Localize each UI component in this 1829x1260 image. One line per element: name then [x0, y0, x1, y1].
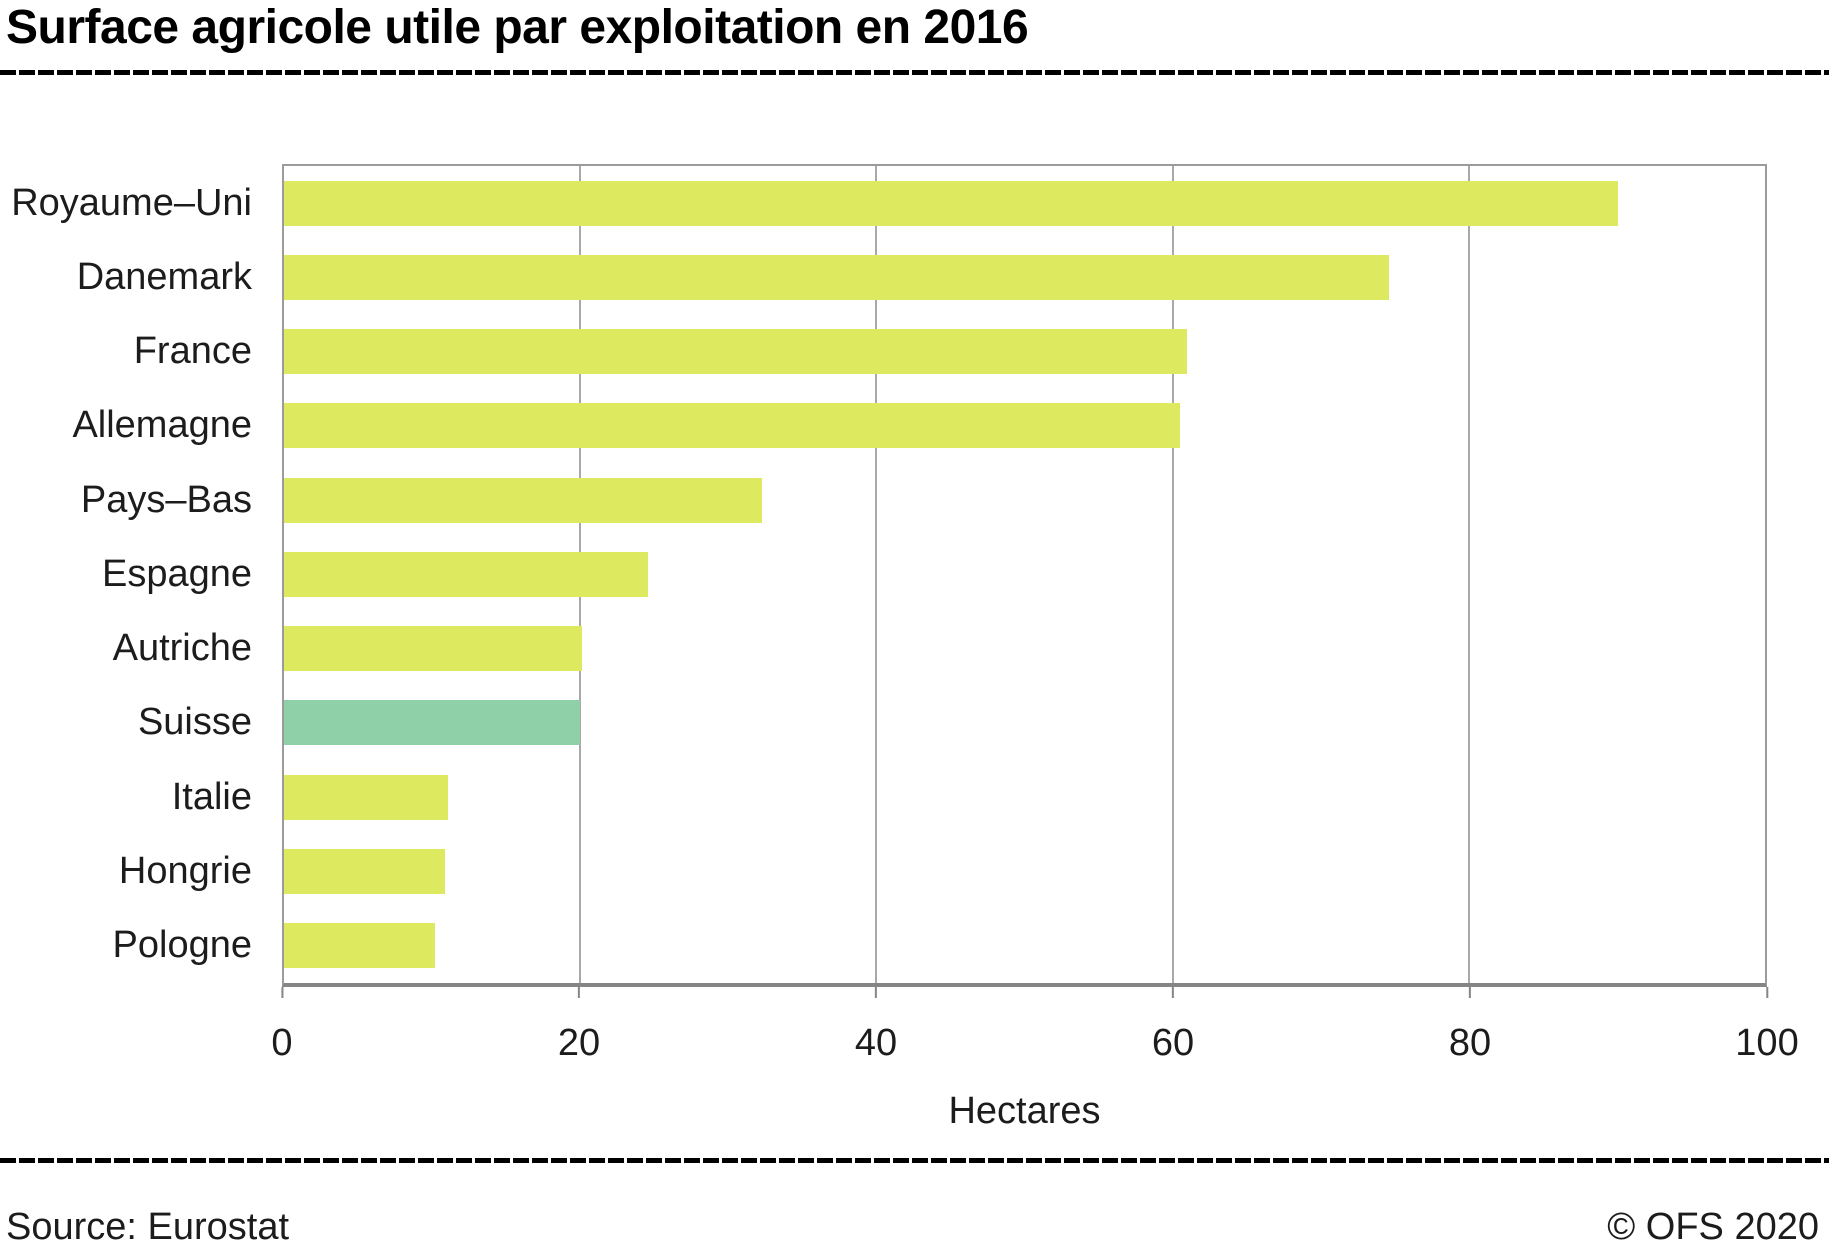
- bar-pays-bas: [284, 477, 763, 523]
- x-tick-20: 20: [558, 987, 600, 1065]
- bar-danemark: [284, 254, 1389, 300]
- bar-row-france: [284, 315, 1765, 389]
- x-tick-80: 80: [1449, 987, 1491, 1065]
- category-label-france: France: [133, 330, 252, 373]
- copyright-text: © OFS 2020: [1607, 1206, 1819, 1248]
- gridline-40: [875, 166, 878, 983]
- category-label-hongrie: Hongrie: [118, 850, 252, 893]
- category-label-pays-bas: Pays–Bas: [80, 478, 252, 521]
- bar-allemagne: [284, 403, 1180, 449]
- category-label-italie: Italie: [171, 775, 252, 818]
- bar-row-allemagne: [284, 389, 1765, 463]
- source-text: Source: Eurostat: [6, 1206, 290, 1248]
- bar-espagne: [284, 551, 649, 597]
- plot-area: [282, 164, 1767, 987]
- bottom-dashed-rule: [0, 1158, 1829, 1163]
- x-tick-label-20: 20: [557, 1022, 601, 1064]
- category-label-danemark: Danemark: [76, 255, 252, 298]
- x-tick-mark-60: [1172, 987, 1174, 998]
- x-tick-label-40: 40: [854, 1022, 898, 1064]
- x-tick-100: 100: [1735, 987, 1799, 1065]
- x-tick-mark-80: [1469, 987, 1471, 998]
- bar-suisse: [284, 700, 581, 746]
- bar-row-autriche: [284, 612, 1765, 686]
- bar-hongrie: [284, 849, 446, 895]
- bar-pologne: [284, 923, 436, 969]
- x-tick-60: 60: [1152, 987, 1194, 1065]
- bars-layer: [284, 166, 1765, 983]
- x-tick-label-100: 100: [1735, 1022, 1799, 1064]
- gridline-60: [1171, 166, 1174, 983]
- x-tick-40: 40: [855, 987, 897, 1065]
- x-axis-ticks: 0 20 40 60 80 100: [271, 987, 1799, 1067]
- top-dashed-rule: [0, 70, 1829, 75]
- bar-row-italie: [284, 760, 1765, 834]
- bar-row-pologne: [284, 909, 1765, 983]
- category-label-espagne: Espagne: [101, 552, 252, 595]
- category-label-suisse: Suisse: [137, 701, 252, 744]
- x-tick-mark-0: [280, 987, 283, 998]
- bar-row-royaume-uni: [284, 166, 1765, 240]
- x-axis-title: Hectares: [948, 1090, 1101, 1132]
- bar-italie: [284, 774, 449, 820]
- category-label-allemagne: Allemagne: [72, 404, 252, 447]
- x-tick-label-0: 0: [271, 1022, 293, 1064]
- x-tick-mark-20: [578, 987, 580, 998]
- category-label-royaume-uni: Royaume–Uni: [11, 181, 252, 224]
- bar-row-hongrie: [284, 834, 1765, 908]
- bar-row-suisse: [284, 686, 1765, 760]
- bar-row-danemark: [284, 240, 1765, 314]
- x-tick-mark-40: [875, 987, 877, 998]
- gridline-80: [1467, 166, 1470, 983]
- x-tick-label-60: 60: [1151, 1022, 1195, 1064]
- x-tick-mark-100: [1766, 987, 1768, 998]
- bar-autriche: [284, 626, 582, 672]
- category-labels: Royaume–Uni Danemark France Allemagne Pays–B…: [0, 166, 252, 983]
- category-label-autriche: Autriche: [112, 627, 252, 670]
- x-tick-label-80: 80: [1448, 1022, 1492, 1064]
- x-tick-0: 0: [271, 987, 293, 1065]
- bar-france: [284, 329, 1188, 375]
- bar-row-pays-bas: [284, 463, 1765, 537]
- category-label-pologne: Pologne: [112, 924, 252, 967]
- chart-title: Surface agricole utile par exploitation …: [6, 1, 1029, 54]
- bar-royaume-uni: [284, 180, 1619, 226]
- bar-row-espagne: [284, 537, 1765, 611]
